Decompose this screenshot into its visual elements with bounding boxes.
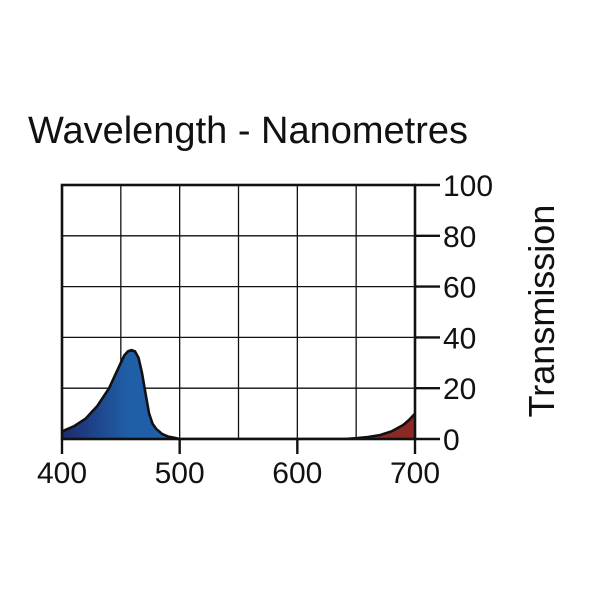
y-axis-ticks: 0 20 40 60 80 100 bbox=[415, 170, 493, 457]
x-tick-label: 400 bbox=[37, 457, 87, 490]
y-tick-label: 0 bbox=[443, 424, 460, 457]
plot-border bbox=[60, 183, 417, 441]
y-tick-label: 20 bbox=[443, 373, 476, 406]
chart-title: Wavelength - Nanometres bbox=[28, 110, 468, 152]
series-fill-red bbox=[344, 413, 415, 439]
y-axis-label: Transmission bbox=[521, 205, 562, 418]
y-tick-label: 60 bbox=[443, 272, 476, 305]
y-tick-label: 100 bbox=[443, 170, 493, 203]
series-fill bbox=[62, 348, 415, 439]
y-tick-label: 40 bbox=[443, 322, 476, 355]
x-tick-label: 500 bbox=[155, 457, 205, 490]
x-tick-label: 700 bbox=[390, 457, 440, 490]
plot-frame bbox=[60, 183, 417, 441]
y-tick-label: 80 bbox=[443, 221, 476, 254]
x-axis-ticks: 400 500 600 700 bbox=[37, 439, 440, 490]
x-tick-label: 600 bbox=[272, 457, 322, 490]
series-line bbox=[62, 348, 415, 439]
series-fill-blue bbox=[62, 350, 204, 439]
